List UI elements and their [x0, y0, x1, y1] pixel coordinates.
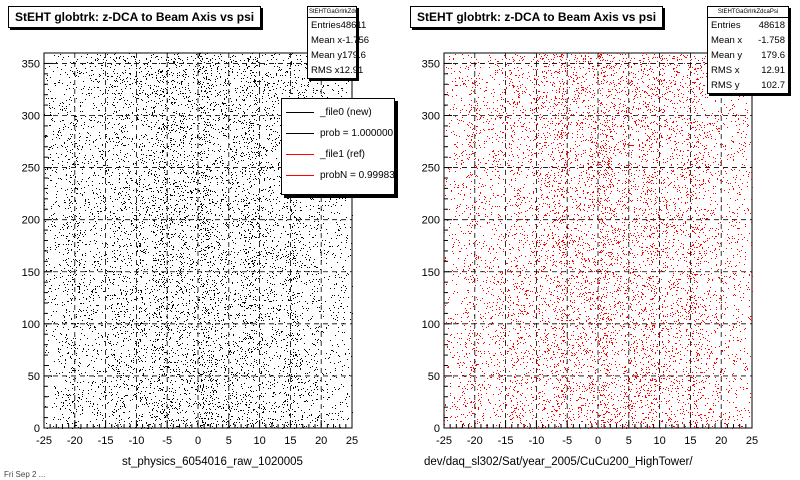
- y-tick-label: 300: [22, 111, 40, 123]
- right-stats-row: Mean x -1.758: [711, 35, 785, 46]
- legend-line-icon: [286, 175, 314, 176]
- y-tick-label: 250: [422, 163, 440, 175]
- y-tick-label: 100: [422, 319, 440, 331]
- right-stats-box: StEHTGaGrlrkZdcaPsi Entries 48618 Mean x-…: [707, 6, 789, 94]
- left-plot-title-text: StEHT globtrk: z-DCA to Beam Axis vs psi: [15, 10, 255, 24]
- x-tick-label: 5: [226, 435, 232, 447]
- x-tick-label: 20: [315, 435, 327, 447]
- legend-entry-file1: _file1 (ref): [282, 144, 394, 165]
- x-tick-label: 20: [715, 435, 727, 447]
- y-tick-label: 250: [22, 163, 40, 175]
- right-stats-name: StEHTGaGrlrkZdcaPsi: [708, 7, 788, 18]
- y-tick-label: 0: [434, 423, 440, 435]
- right-plot-title: StEHT globtrk: z-DCA to Beam Axis vs psi: [410, 6, 664, 28]
- legend-line-icon: [286, 112, 314, 113]
- y-tick-label: 100: [22, 319, 40, 331]
- x-tick-label: 0: [195, 435, 201, 447]
- scatter-points: [444, 53, 753, 429]
- y-tick-label: 200: [422, 215, 440, 227]
- x-tick-label: -10: [528, 435, 544, 447]
- x-tick-label: -25: [36, 435, 52, 447]
- right-plot-title-text: StEHT globtrk: z-DCA to Beam Axis vs psi: [417, 10, 657, 24]
- y-tick-label: 350: [22, 58, 40, 70]
- scatter-dots: [444, 53, 753, 429]
- x-tick-label: 10: [253, 435, 265, 447]
- x-tick-label: -15: [98, 435, 114, 447]
- right-stats-row: RMS y 102.7: [711, 80, 785, 91]
- scatter-points: [44, 53, 353, 429]
- legend-entry-prob: prob = 1.000000: [282, 123, 394, 144]
- legend-line-icon: [286, 133, 314, 134]
- x-tick-label: 15: [684, 435, 696, 447]
- y-tick-label: 300: [422, 111, 440, 123]
- x-tick-label: 5: [626, 435, 632, 447]
- legend-box: _file0 (new) prob = 1.000000 _file1 (ref…: [281, 98, 395, 195]
- x-tick-label: 25: [346, 435, 358, 447]
- left-stats-row: RMS x 12.91: [311, 65, 364, 76]
- x-tick-label: -5: [562, 435, 572, 447]
- x-tick-label: -20: [467, 435, 483, 447]
- y-tick-label: 50: [28, 371, 40, 383]
- x-tick-label: -5: [162, 435, 172, 447]
- right-stats-row: Entries 48618: [711, 20, 785, 31]
- left-stats-name: StEHTGaGrlrkZdcaPsi: [308, 7, 356, 18]
- legend-line-icon: [286, 154, 314, 155]
- x-tick-label: -25: [436, 435, 452, 447]
- right-stats-row: Mean y 179.6: [711, 50, 785, 61]
- y-tick-label: 350: [422, 58, 440, 70]
- right-x-axis-label: dev/daq_sl302/Sat/year_2005/CuCu200_High…: [424, 456, 693, 468]
- x-tick-label: -10: [128, 435, 144, 447]
- x-tick-label: -15: [498, 435, 514, 447]
- x-tick-label: 10: [653, 435, 665, 447]
- x-tick-label: 0: [595, 435, 601, 447]
- y-tick-label: 150: [422, 267, 440, 279]
- legend-entry-probn: probN = 0.999835: [282, 165, 394, 186]
- legend-entry-file0: _file0 (new): [282, 102, 394, 123]
- x-tick-label: -20: [67, 435, 83, 447]
- x-tick-label: 15: [284, 435, 296, 447]
- right-stats-row: RMS x 12.91: [711, 65, 785, 76]
- right-histogram-panel: -25 -20 -15 -10 -5 0 5 10 15 20 250501001502002503…: [422, 52, 758, 447]
- y-tick-label: 50: [428, 371, 440, 383]
- y-tick-label: 0: [34, 423, 40, 435]
- left-plot-title: StEHT globtrk: z-DCA to Beam Axis vs psi: [8, 6, 262, 28]
- scatter-dots: [44, 53, 353, 429]
- y-tick-label: 150: [22, 267, 40, 279]
- y-tick-label: 200: [22, 215, 40, 227]
- left-stats-row: Mean y 179.6: [311, 50, 366, 61]
- x-tick-label: 25: [746, 435, 758, 447]
- left-stats-row: Entries 48611: [311, 20, 367, 31]
- footer-note: Fri Sep 2 ...: [4, 470, 46, 479]
- left-x-axis-label: st_physics_6054016_raw_1020005: [122, 456, 303, 468]
- left-stats-row: Mean x -1.756: [311, 35, 370, 46]
